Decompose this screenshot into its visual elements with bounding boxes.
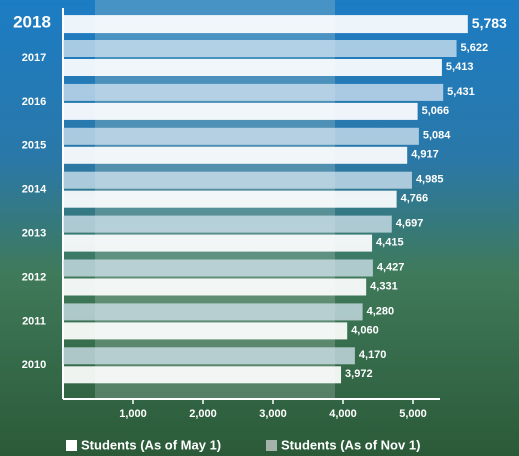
bar — [63, 190, 397, 208]
value-label: 4,060 — [351, 324, 379, 336]
value-label: 4,331 — [370, 280, 398, 292]
bar — [63, 303, 363, 321]
value-label: 5,622 — [461, 42, 489, 54]
bar — [63, 366, 342, 384]
y-tick-label: 2015 — [22, 140, 46, 152]
value-label: 4,766 — [401, 193, 429, 205]
value-label: 5,783 — [472, 15, 507, 31]
bar — [63, 102, 418, 120]
bar — [63, 278, 367, 296]
legend-swatch — [266, 440, 277, 451]
legend-swatch — [66, 440, 77, 451]
bar — [63, 59, 442, 76]
value-label: 4,427 — [377, 261, 405, 273]
y-tick-label: 2017 — [22, 52, 46, 64]
value-label: 5,066 — [422, 105, 450, 117]
bar — [63, 215, 392, 233]
value-label: 4,415 — [376, 237, 404, 249]
legend-label: Students (As of Nov 1) — [281, 437, 420, 452]
y-tick-label: 2011 — [22, 315, 46, 327]
value-label: 4,697 — [396, 218, 424, 230]
bar — [63, 15, 468, 34]
y-tick-label: 2016 — [22, 96, 46, 108]
x-tick-label: 5,000 — [399, 408, 427, 420]
y-tick-label: 2012 — [22, 271, 46, 283]
value-label: 5,413 — [446, 61, 474, 73]
value-label: 4,985 — [416, 174, 444, 186]
value-label: 3,972 — [345, 368, 373, 380]
bar — [63, 322, 348, 340]
value-label: 5,431 — [447, 86, 475, 98]
bar — [63, 146, 408, 164]
bar — [63, 347, 355, 365]
bar — [63, 259, 373, 277]
x-tick-label: 3,000 — [259, 408, 287, 420]
y-tick-label: 2013 — [22, 228, 46, 240]
x-tick-label: 4,000 — [329, 408, 357, 420]
bar — [63, 234, 373, 252]
value-label: 4,280 — [367, 305, 395, 317]
y-tick-label: 2014 — [22, 184, 47, 196]
value-label: 5,084 — [423, 130, 451, 142]
bar — [63, 171, 412, 189]
y-tick-label: 2018 — [13, 13, 51, 32]
value-label: 4,917 — [411, 149, 439, 161]
bar — [63, 127, 419, 145]
x-tick-label: 1,000 — [119, 408, 147, 420]
legend-label: Students (As of May 1) — [81, 437, 221, 452]
bar — [63, 83, 444, 101]
x-tick-label: 2,000 — [189, 408, 217, 420]
bar — [63, 40, 457, 57]
y-tick-label: 2010 — [22, 359, 46, 371]
value-label: 4,170 — [359, 349, 387, 361]
